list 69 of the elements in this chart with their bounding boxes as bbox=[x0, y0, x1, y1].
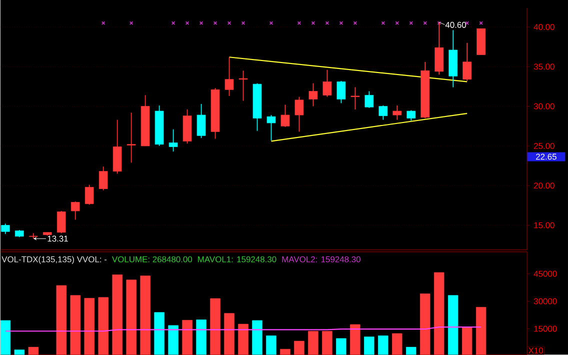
bar bbox=[70, 295, 80, 355]
bar bbox=[210, 298, 220, 355]
annotation: VOLUME: 268480.00 bbox=[112, 256, 192, 262]
text: 22.65 bbox=[536, 154, 556, 160]
bar bbox=[84, 298, 94, 355]
bar bbox=[182, 320, 192, 355]
y-tick-label: 25.00 bbox=[534, 142, 554, 149]
bar bbox=[56, 285, 66, 355]
annotation: 13.31 bbox=[48, 236, 68, 242]
bar bbox=[252, 320, 262, 355]
candlestick bbox=[336, 80, 346, 104]
candlestick bbox=[224, 56, 234, 96]
y-tick-label: 30.00 bbox=[534, 103, 554, 110]
candlestick bbox=[294, 96, 304, 132]
annotation: VOL-TDX(135,135) VVOL: - bbox=[2, 256, 107, 264]
candlestick bbox=[98, 166, 108, 191]
bar bbox=[238, 324, 248, 355]
candlestick bbox=[308, 82, 318, 107]
bar bbox=[168, 325, 178, 355]
candlestick bbox=[280, 104, 290, 128]
candlestick bbox=[364, 90, 374, 108]
bar bbox=[476, 306, 486, 355]
candlestick bbox=[350, 86, 360, 110]
y-tick-label: 45000 bbox=[534, 270, 557, 277]
text: X10 bbox=[528, 348, 543, 354]
y-tick-label: 35.00 bbox=[534, 64, 554, 70]
candlestick bbox=[196, 103, 206, 138]
bar bbox=[350, 324, 360, 355]
bar bbox=[448, 295, 458, 355]
bar bbox=[0, 320, 10, 355]
bar bbox=[378, 335, 388, 355]
y-tick-label: 20.00 bbox=[534, 182, 554, 189]
y-tick-label: 40.00 bbox=[534, 24, 554, 30]
candlestick bbox=[126, 112, 136, 163]
y-tick-label: 15.00 bbox=[534, 222, 554, 228]
bar bbox=[392, 333, 402, 355]
bar bbox=[406, 346, 416, 355]
bar bbox=[322, 330, 332, 355]
candlestick bbox=[392, 105, 402, 120]
bar bbox=[266, 335, 276, 355]
candlestick bbox=[266, 114, 276, 141]
candlestick bbox=[462, 42, 472, 82]
candlestick bbox=[378, 105, 388, 120]
bar bbox=[336, 338, 346, 355]
candlestick bbox=[56, 210, 66, 234]
bar bbox=[112, 274, 122, 355]
candlestick bbox=[238, 70, 248, 102]
y-tick-label: 15000 bbox=[534, 326, 557, 332]
bar bbox=[280, 348, 290, 355]
annotation: MAVOL2: 159248.30 bbox=[282, 256, 360, 262]
bar bbox=[294, 340, 304, 355]
bar bbox=[98, 297, 108, 355]
bar bbox=[420, 293, 430, 355]
bar bbox=[154, 312, 164, 355]
candlestick bbox=[70, 200, 80, 220]
candlestick bbox=[1, 223, 10, 234]
bar bbox=[28, 346, 38, 355]
annotation: 40.60 bbox=[445, 22, 466, 28]
y-tick-label: 30000 bbox=[534, 298, 557, 304]
annotation: MAVOL1: 159248.30 bbox=[198, 256, 276, 262]
candlestick bbox=[322, 69, 332, 98]
candlestick bbox=[168, 128, 178, 152]
candlestick bbox=[84, 184, 94, 205]
bar bbox=[462, 327, 472, 355]
bar bbox=[308, 330, 318, 355]
bar bbox=[224, 313, 234, 355]
bar bbox=[196, 320, 206, 355]
candlestick bbox=[28, 232, 38, 239]
bar bbox=[434, 272, 444, 355]
